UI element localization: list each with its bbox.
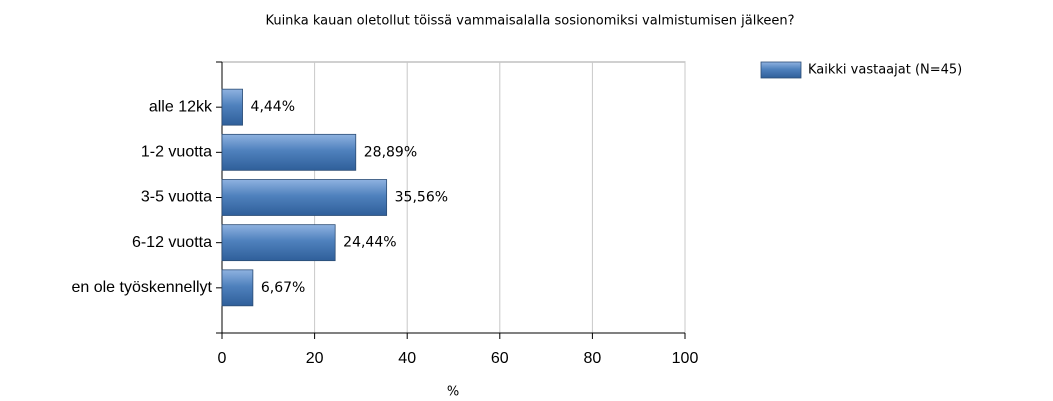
bar <box>221 179 388 216</box>
x-tick-label: 20 <box>306 350 324 367</box>
legend-swatch <box>760 61 802 79</box>
x-tick-label: 40 <box>398 350 416 367</box>
y-tick-label: alle 12kk <box>149 98 213 115</box>
legend-label: Kaikki vastaajat (N=45) <box>808 63 962 78</box>
x-tick-label: 60 <box>491 350 509 367</box>
value-label: 28,89% <box>364 144 417 160</box>
x-axis-label: % <box>447 385 459 400</box>
y-tick-label: en ole työskennellyt <box>71 279 212 296</box>
value-label: 4,44% <box>251 99 295 115</box>
value-label: 24,44% <box>343 235 396 251</box>
y-tick-label: 1-2 vuotta <box>141 144 212 161</box>
bar <box>221 88 243 126</box>
y-tick-label: 3-5 vuotta <box>141 189 212 206</box>
chart-title: Kuinka kauan oletollut töissä vammaisala… <box>265 14 794 29</box>
x-tick-label: 0 <box>218 350 227 367</box>
bar <box>221 269 254 307</box>
y-tick-label: 6-12 vuotta <box>132 234 212 251</box>
bar <box>221 224 336 262</box>
bar <box>221 133 357 171</box>
value-label: 6,67% <box>261 280 305 296</box>
value-label: 35,56% <box>395 190 448 206</box>
x-tick-label: 80 <box>584 350 602 367</box>
x-tick-label: 100 <box>672 350 699 367</box>
